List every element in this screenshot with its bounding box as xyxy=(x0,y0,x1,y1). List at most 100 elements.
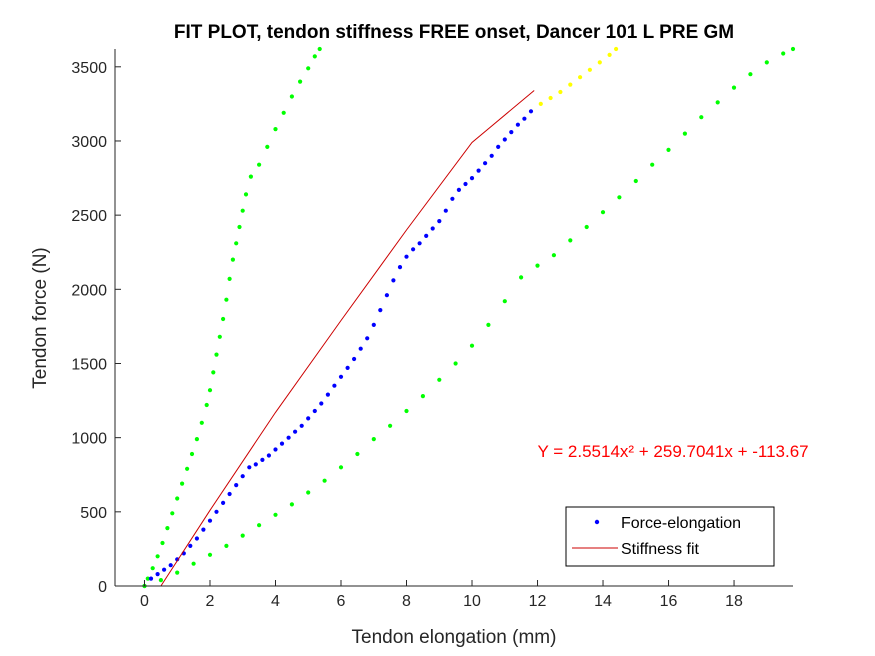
data-point xyxy=(286,435,291,440)
data-point xyxy=(764,60,769,65)
series-3 xyxy=(538,46,619,106)
data-point xyxy=(486,322,491,327)
data-point xyxy=(207,552,213,557)
data-point xyxy=(189,451,195,457)
data-point xyxy=(306,416,311,421)
data-point xyxy=(424,233,429,238)
data-point xyxy=(489,153,494,158)
x-tick-label: 14 xyxy=(594,593,612,610)
legend-label-force-elongation: Force-elongation xyxy=(621,515,741,532)
x-tick-label: 18 xyxy=(725,593,743,610)
data-point xyxy=(437,219,442,224)
data-point xyxy=(731,85,737,90)
series-layer xyxy=(142,46,796,589)
data-point xyxy=(371,437,376,442)
data-point xyxy=(463,181,468,187)
data-point xyxy=(237,224,242,230)
y-tick-label: 3500 xyxy=(71,60,107,77)
data-point xyxy=(437,377,442,382)
data-point xyxy=(378,308,383,313)
data-point xyxy=(214,352,219,357)
data-point xyxy=(453,361,458,366)
legend: Force-elongation Stiffness fit xyxy=(565,506,775,567)
data-point xyxy=(160,540,165,546)
data-point xyxy=(502,299,507,304)
data-point xyxy=(158,578,163,583)
y-tick-label: 2500 xyxy=(71,208,107,225)
data-point xyxy=(358,346,363,351)
data-point xyxy=(535,263,540,268)
data-point xyxy=(578,75,583,80)
data-point xyxy=(194,437,199,442)
data-point xyxy=(404,408,409,414)
data-point xyxy=(306,490,311,495)
data-point xyxy=(289,502,294,507)
data-point xyxy=(162,567,167,572)
data-point xyxy=(469,176,475,181)
data-point xyxy=(332,383,337,388)
fit-equation-annotation: Y = 2.5514x² + 259.7041x + -113.67 xyxy=(538,442,809,461)
data-point xyxy=(298,79,303,84)
data-point xyxy=(194,536,199,541)
legend-label-stiffness-fit: Stiffness fit xyxy=(621,541,700,558)
data-point xyxy=(715,100,720,105)
data-point xyxy=(548,95,553,101)
data-point xyxy=(217,334,222,339)
data-point xyxy=(483,161,488,166)
data-point xyxy=(371,322,376,327)
data-point xyxy=(191,561,196,566)
data-point xyxy=(155,554,160,559)
x-tick-label: 16 xyxy=(660,593,678,610)
x-axis-label: Tendon elongation (mm) xyxy=(352,627,557,648)
data-point xyxy=(587,67,593,72)
data-point xyxy=(240,533,245,538)
fit-line xyxy=(160,90,535,587)
data-point xyxy=(227,276,232,281)
data-point xyxy=(234,483,239,488)
plot-area xyxy=(115,49,793,586)
data-point xyxy=(345,365,350,370)
data-point xyxy=(293,429,298,434)
data-point xyxy=(338,374,344,379)
data-point xyxy=(199,420,204,425)
data-point xyxy=(221,316,226,322)
x-tick-label: 8 xyxy=(402,593,411,610)
x-tick-label: 0 xyxy=(140,593,149,610)
data-point xyxy=(443,208,448,213)
y-axis-label: Tendon force (N) xyxy=(30,247,51,389)
data-point xyxy=(150,566,155,571)
x-tick-label: 12 xyxy=(529,593,547,610)
y-tick-label: 500 xyxy=(80,505,107,522)
data-point xyxy=(265,144,270,149)
data-point xyxy=(338,465,344,470)
data-point xyxy=(519,275,524,280)
data-point xyxy=(214,509,219,514)
y-tick-label: 3000 xyxy=(71,134,107,151)
data-point xyxy=(227,491,232,497)
data-point xyxy=(306,66,311,71)
data-point xyxy=(224,543,229,549)
data-point xyxy=(185,466,190,471)
data-point xyxy=(279,441,285,446)
data-point xyxy=(312,54,317,59)
data-point xyxy=(299,423,304,428)
data-point xyxy=(221,500,226,505)
data-point xyxy=(204,402,209,408)
x-tick-label: 2 xyxy=(206,593,215,610)
data-point xyxy=(319,401,324,406)
data-point xyxy=(496,144,501,149)
data-point xyxy=(515,122,521,127)
data-point xyxy=(384,293,389,298)
data-point xyxy=(175,557,180,562)
data-point xyxy=(224,297,229,302)
axes-layer: 0 2 4 6 8 10 12 14 16 18 0 500 1000 1500 2000 2500 3000 3… xyxy=(71,49,793,610)
data-point xyxy=(273,127,278,132)
x-tick-label: 10 xyxy=(463,593,481,610)
data-point xyxy=(365,336,370,341)
data-point xyxy=(355,451,360,457)
x-tick-label: 6 xyxy=(337,593,346,610)
data-point xyxy=(325,392,330,397)
data-point xyxy=(289,94,294,99)
data-point xyxy=(188,543,193,549)
data-point xyxy=(170,511,175,516)
